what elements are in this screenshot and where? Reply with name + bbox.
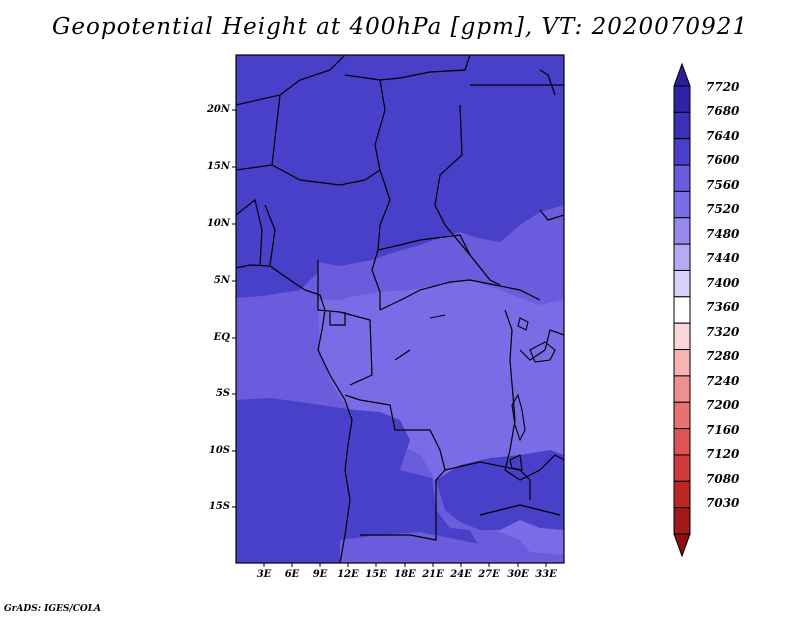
x-label-15e: 15E bbox=[365, 569, 387, 580]
colorbar-segment bbox=[673, 164, 691, 192]
x-label-3e: 3E bbox=[256, 569, 272, 580]
colorbar-segment bbox=[673, 111, 691, 140]
colorbar-label-7560: 7560 bbox=[706, 178, 740, 192]
fill-7560-southband bbox=[340, 532, 564, 563]
colorbar-segment bbox=[673, 428, 691, 456]
colorbar-segment bbox=[673, 243, 691, 271]
colorbar-segment bbox=[673, 85, 691, 113]
colorbar-label-7240: 7240 bbox=[706, 374, 740, 388]
colorbar-label-7360: 7360 bbox=[706, 300, 740, 314]
colorbar-segment bbox=[673, 401, 691, 430]
colorbar-segment bbox=[673, 533, 691, 558]
x-label-24e: 24E bbox=[450, 569, 472, 580]
map-frame bbox=[235, 54, 565, 564]
x-label-27e: 27E bbox=[478, 569, 500, 580]
y-label-15s: 15S bbox=[208, 501, 230, 512]
y-ticks bbox=[232, 109, 236, 508]
colorbar-label-7480: 7480 bbox=[706, 227, 740, 241]
colorbar-label-7520: 7520 bbox=[706, 202, 740, 216]
x-label-9e: 9E bbox=[312, 569, 328, 580]
x-label-18e: 18E bbox=[394, 569, 416, 580]
credit-text: GrADS: IGES/COLA bbox=[4, 604, 102, 614]
colorbar-label-7080: 7080 bbox=[706, 472, 740, 486]
colorbar-segment bbox=[673, 269, 691, 298]
colorbar-label-7120: 7120 bbox=[706, 447, 740, 461]
colorbar-label-7440: 7440 bbox=[706, 251, 740, 265]
x-label-21e: 21E bbox=[422, 569, 444, 580]
colorbar-label-7600: 7600 bbox=[706, 153, 740, 167]
colorbar-label-7400: 7400 bbox=[706, 276, 740, 290]
colorbar-label-7030: 7030 bbox=[706, 496, 740, 510]
x-ticks bbox=[263, 563, 547, 567]
fill-7600-south bbox=[436, 450, 564, 530]
colorbar-segment bbox=[673, 454, 691, 482]
colorbar-label-7320: 7320 bbox=[706, 325, 740, 339]
borders bbox=[235, 54, 565, 541]
x-label-30e: 30E bbox=[507, 569, 529, 580]
y-label-5n: 5N bbox=[213, 275, 230, 286]
colorbar-label-7280: 7280 bbox=[706, 349, 740, 363]
map-title: Geopotential Height at 400hPa [gpm], VT:… bbox=[52, 14, 748, 40]
colorbar-segment bbox=[673, 217, 691, 245]
colorbar-label-7680: 7680 bbox=[706, 104, 740, 118]
y-label-5s: 5S bbox=[215, 388, 230, 399]
y-label-15n: 15N bbox=[206, 161, 230, 172]
colorbar-segment bbox=[673, 322, 691, 351]
colorbar-label-7640: 7640 bbox=[706, 129, 740, 143]
x-label-33e: 33E bbox=[535, 569, 557, 580]
colorbar bbox=[673, 62, 691, 558]
x-label-6e: 6E bbox=[284, 569, 300, 580]
y-label-eq: EQ bbox=[213, 332, 230, 343]
colorbar-segment bbox=[673, 190, 691, 219]
coastline bbox=[235, 69, 556, 564]
y-label-20n: 20N bbox=[206, 104, 230, 115]
colorbar-segment bbox=[673, 62, 691, 87]
colorbar-segment bbox=[673, 480, 691, 509]
lakes bbox=[394, 314, 556, 471]
y-label-10s: 10S bbox=[208, 445, 230, 456]
map-panel bbox=[232, 54, 565, 567]
colorbar-label-7160: 7160 bbox=[706, 423, 740, 437]
colorbar-segment bbox=[673, 296, 691, 324]
colorbar-segment bbox=[673, 138, 691, 166]
fill-7600-angola bbox=[236, 402, 410, 563]
colorbar-segment bbox=[673, 507, 691, 535]
colorbar-segment bbox=[673, 349, 691, 377]
colorbar-label-7200: 7200 bbox=[706, 398, 740, 412]
y-label-10n: 10N bbox=[206, 218, 230, 229]
colorbar-segment bbox=[673, 375, 691, 403]
x-label-12e: 12E bbox=[337, 569, 359, 580]
colorbar-label-7720: 7720 bbox=[706, 80, 740, 94]
